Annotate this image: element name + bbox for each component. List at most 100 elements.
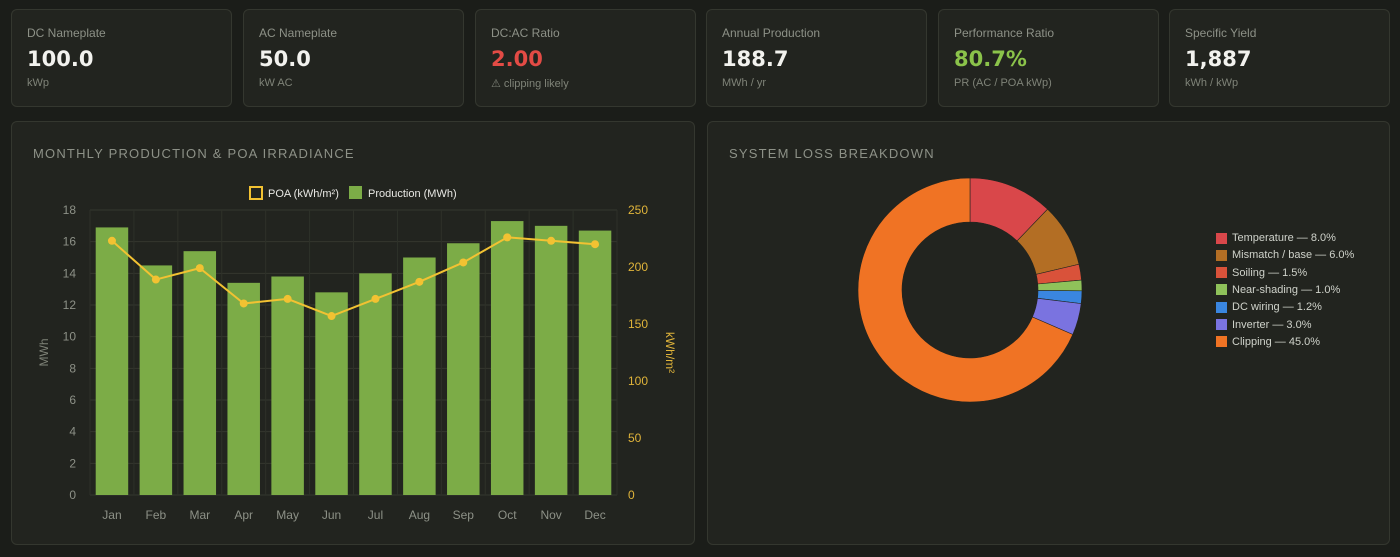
kpi-unit: kW AC [259, 77, 293, 89]
kpi-label: Specific Yield [1185, 26, 1257, 40]
legend-label: Near-shading — 1.0% [1232, 283, 1341, 296]
legend-swatch [1216, 249, 1227, 261]
poa-point-apr [239, 299, 248, 308]
poa-point-jan [107, 236, 116, 245]
y-tick-label: 4 [69, 425, 76, 439]
y2-axis-label: kWh/m² [663, 332, 677, 373]
legend-label: Inverter — 3.0% [1232, 318, 1312, 331]
legend-item: Mismatch / base — 6.0% [1216, 248, 1354, 262]
kpi-dc-ac-ratio: DC:AC Ratio 2.00 ⚠ clipping likely [475, 9, 696, 107]
bar-oct [490, 221, 524, 495]
legend-label: DC wiring — 1.2% [1232, 301, 1322, 314]
y-tick-label: 16 [63, 235, 77, 249]
legend-item: Inverter — 3.0% [1216, 318, 1311, 332]
x-tick-label: Jul [368, 508, 383, 522]
x-tick-label: Jan [102, 508, 121, 522]
legend-swatch [1216, 301, 1227, 313]
legend-item: Clipping — 45.0% [1216, 335, 1320, 349]
legend-label: Mismatch / base — 6.0% [1232, 249, 1355, 262]
y-tick-label: 0 [69, 488, 76, 502]
chart-legend: POA (kWh/m²) Production (MWh) [249, 186, 457, 200]
poa-point-oct [503, 233, 512, 242]
poa-line [111, 236, 596, 318]
kpi-unit: MWh / yr [722, 77, 766, 89]
bar-may [271, 276, 304, 495]
y-tick-label: 10 [63, 330, 77, 344]
legend-item: Near-shading — 1.0% [1216, 283, 1340, 297]
kpi-dc-nameplate: DC Nameplate 100.0 kWp [11, 9, 232, 107]
legend-label-production: Production (MWh) [368, 188, 457, 200]
kpi-value: 50.0 [259, 47, 311, 71]
bar-feb [139, 265, 173, 495]
kpi-unit: PR (AC / POA kWp) [954, 77, 1052, 89]
kpi-label: DC:AC Ratio [491, 26, 560, 40]
bar-jan [95, 227, 129, 495]
y-tick-label: 2 [69, 456, 76, 470]
bar-sep [447, 243, 480, 495]
legend-swatch [1216, 284, 1227, 296]
x-tick-label: Sep [453, 508, 475, 522]
y-tick-label: 12 [63, 298, 77, 312]
kpi-specific-yield: Specific Yield 1,887 kWh / kWp [1169, 9, 1390, 107]
kpi-value: 100.0 [27, 47, 94, 71]
legend-label: Soiling — 1.5% [1232, 266, 1308, 279]
legend-swatch [1216, 319, 1227, 330]
legend-swatch [1216, 336, 1227, 348]
bar-mar [183, 251, 217, 495]
donut-slice-clipping [857, 177, 1074, 403]
x-tick-label: Mar [189, 508, 210, 522]
kpi-value: 1,887 [1185, 47, 1252, 71]
poa-point-nov [547, 236, 556, 245]
poa-point-jul [371, 294, 380, 303]
poa-point-sep [459, 258, 468, 267]
loss-breakdown-panel: SYSTEM LOSS BREAKDOWN Temperature — 8.0%… [707, 121, 1390, 545]
bar-dec [578, 230, 612, 495]
legend-item: DC wiring — 1.2% [1216, 300, 1322, 314]
kpi-label: AC Nameplate [259, 26, 338, 40]
kpi-unit: kWp [27, 77, 49, 89]
x-tick-label: Oct [498, 508, 517, 522]
poa-point-may [283, 294, 292, 303]
y-tick-label: 8 [69, 361, 76, 375]
x-tick-label: Jun [322, 508, 341, 522]
x-tick-label: Feb [146, 508, 167, 522]
x-tick-label: Aug [409, 508, 430, 522]
x-tick-label: Nov [540, 508, 561, 522]
kpi-value: 188.7 [722, 47, 789, 71]
legend-swatch [1216, 232, 1227, 244]
poa-point-feb [151, 275, 160, 284]
legend-label: Clipping — 45.0% [1232, 335, 1321, 348]
kpi-unit: kWh / kWp [1185, 77, 1239, 89]
y2-tick-label: 150 [628, 317, 648, 331]
bar-nov [534, 225, 568, 495]
kpi-label: DC Nameplate [27, 26, 106, 40]
y2-tick-label: 0 [628, 488, 635, 502]
x-tick-label: Apr [234, 508, 253, 522]
legend-item: Soiling — 1.5% [1216, 266, 1307, 280]
y-tick-label: 14 [63, 266, 77, 280]
poa-point-jun [327, 312, 336, 321]
poa-point-mar [195, 264, 204, 273]
y2-tick-label: 200 [628, 260, 648, 274]
y2-tick-label: 100 [628, 374, 648, 388]
bar-jul [359, 273, 392, 495]
x-tick-label: May [276, 508, 299, 522]
legend-item: Temperature — 8.0% [1216, 231, 1336, 245]
legend-swatch-poa [249, 186, 263, 200]
y-tick-label: 18 [63, 203, 77, 217]
kpi-label: Annual Production [722, 26, 821, 40]
poa-point-aug [415, 277, 424, 286]
kpi-value: 80.7% [954, 47, 1027, 71]
kpi-annual-production: Annual Production 188.7 MWh / yr [706, 9, 927, 107]
production-chart: 0 2 4 6 8 10 12 14 16 18 0 50 100 150 200 250 MWh kWh/m² J… [37, 186, 677, 522]
y-tick-label: 6 [69, 393, 76, 407]
legend-swatch [1216, 267, 1227, 279]
kpi-label: Performance Ratio [954, 26, 1055, 40]
legend-label-poa: POA (kWh/m²) [268, 188, 339, 200]
kpi-value: 2.00 [491, 47, 543, 71]
legend-label: Temperature — 8.0% [1232, 232, 1336, 244]
y2-tick-label: 50 [628, 431, 642, 445]
panel-title: SYSTEM LOSS BREAKDOWN [729, 146, 935, 161]
kpi-ac-nameplate: AC Nameplate 50.0 kW AC [243, 9, 464, 107]
bar-jun [315, 292, 348, 495]
